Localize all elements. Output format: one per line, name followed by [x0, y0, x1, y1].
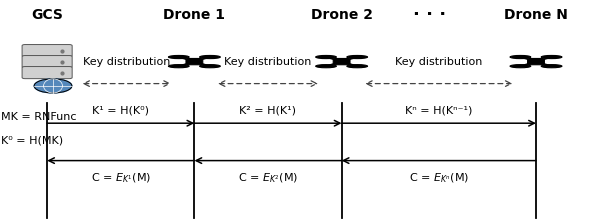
Text: Drone 2: Drone 2	[310, 8, 373, 22]
Text: Key distribution: Key distribution	[224, 57, 312, 67]
Text: Drone N: Drone N	[504, 8, 568, 22]
FancyBboxPatch shape	[186, 59, 203, 65]
Ellipse shape	[347, 65, 368, 68]
Ellipse shape	[168, 55, 189, 59]
Ellipse shape	[200, 55, 220, 59]
Text: Key distribution: Key distribution	[83, 57, 170, 67]
Text: C = $E_{K^1}$(M): C = $E_{K^1}$(M)	[91, 171, 151, 185]
Text: K⁰ = H(MK): K⁰ = H(MK)	[1, 136, 62, 146]
Ellipse shape	[316, 55, 336, 59]
Ellipse shape	[541, 65, 562, 68]
Text: Drone 1: Drone 1	[163, 8, 226, 22]
Ellipse shape	[347, 55, 368, 59]
FancyBboxPatch shape	[22, 55, 72, 68]
Ellipse shape	[541, 55, 562, 59]
Text: Kⁿ = H(Kⁿ⁻¹): Kⁿ = H(Kⁿ⁻¹)	[405, 105, 472, 115]
Text: MK = RNFunc: MK = RNFunc	[1, 112, 76, 122]
Text: K¹ = H(K⁰): K¹ = H(K⁰)	[92, 105, 149, 115]
Text: C = $E_{K^2}$(M): C = $E_{K^2}$(M)	[238, 171, 298, 185]
Ellipse shape	[168, 65, 189, 68]
FancyBboxPatch shape	[22, 67, 72, 79]
Circle shape	[34, 79, 72, 93]
Text: · · ·: · · ·	[413, 6, 446, 24]
Ellipse shape	[510, 65, 531, 68]
Text: C = $E_{K^n}$(M): C = $E_{K^n}$(M)	[409, 171, 469, 185]
Text: GCS: GCS	[31, 8, 63, 22]
FancyBboxPatch shape	[333, 59, 350, 65]
Ellipse shape	[510, 55, 531, 59]
Text: K² = H(K¹): K² = H(K¹)	[240, 105, 296, 115]
Ellipse shape	[316, 65, 336, 68]
FancyBboxPatch shape	[528, 59, 544, 65]
FancyBboxPatch shape	[22, 45, 72, 57]
Ellipse shape	[200, 65, 220, 68]
Text: Key distribution: Key distribution	[395, 57, 482, 67]
